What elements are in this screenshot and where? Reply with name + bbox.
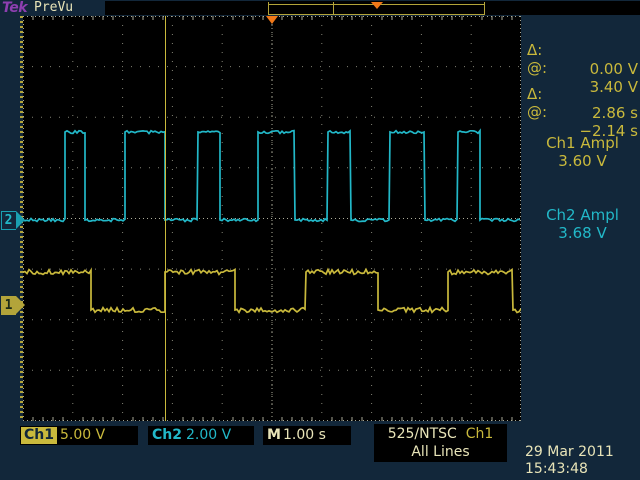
trigger-line-selection: All Lines <box>411 444 470 460</box>
cursor-time-delta-value: 2.86 s <box>592 104 638 122</box>
cursor-voltage-at-row[interactable]: @: 3.40 V <box>525 40 640 96</box>
ch2-ampl-measurement-label[interactable]: Ch2 Ampl <box>546 206 619 224</box>
ch1-ampl-measurement-value: 3.60 V <box>558 152 607 170</box>
ch1-selected-tag[interactable]: Ch1 <box>21 427 57 444</box>
ch1-marker-tip <box>16 296 25 314</box>
ch2-volts-per-div: 2.00 V <box>186 427 232 443</box>
trigger-status-box[interactable]: 525/NTSC Ch1 All Lines <box>374 424 507 462</box>
cursor-time-at-label: @: <box>527 103 548 121</box>
ch1-marker-body <box>1 296 16 315</box>
cursor-time-delta-row[interactable]: Δ: 2.86 s <box>525 66 640 122</box>
tek-logo: Tek <box>2 0 28 16</box>
ch2-ampl-measurement-value: 3.68 V <box>558 224 607 242</box>
acquisition-mode-label: PreVu <box>34 0 74 15</box>
graticule-grid-and-waveforms <box>23 16 521 421</box>
channel-marker-ch2[interactable]: 2 <box>1 211 25 230</box>
ch2-vertical-scale-box[interactable]: Ch2 2.00 V <box>148 426 254 445</box>
ch2-marker-label: 2 <box>4 213 13 228</box>
time-label: 15:43:48 <box>525 461 588 477</box>
ch2-marker-body <box>1 211 16 230</box>
trigger-source: Ch1 <box>465 426 494 442</box>
ch1-vertical-scale-box[interactable]: Ch1 5.00 V <box>20 426 138 445</box>
ch1-marker-label: 1 <box>4 298 13 313</box>
ch2-tag[interactable]: Ch2 <box>152 427 182 443</box>
cursor-voltage-delta-value: 0.00 V <box>589 60 638 78</box>
main-timebase-tag: M <box>267 427 281 443</box>
trigger-standard: 525/NTSC <box>387 426 457 442</box>
cursor-time-at-value: −2.14 s <box>579 122 638 140</box>
waveform-graticule[interactable] <box>23 16 521 421</box>
bottom-status-bar: Ch1 5.00 V Ch2 2.00 V M 1.00 s 525/NTSC … <box>0 424 640 480</box>
cursor-voltage-at-value: 3.40 V <box>589 78 638 96</box>
seconds-per-div: 1.00 s <box>283 427 326 443</box>
date-time-readout: 29 Mar 2011 15:43:48 <box>525 444 640 478</box>
waveform-trace-ch1[interactable] <box>23 267 521 314</box>
ch1-volts-per-div: 5.00 V <box>60 427 106 443</box>
waveform-trace-ch2[interactable] <box>23 128 521 223</box>
trigger-point-triangle-icon[interactable] <box>266 16 278 24</box>
record-window-center-divider <box>333 2 334 15</box>
cursor-voltage-delta-row[interactable]: Δ: 0.00 V <box>525 22 640 78</box>
measurement-readout-panel: Δ: 0.00 V @: 3.40 V Δ: 2.86 s @: −2.14 s… <box>525 16 640 421</box>
record-window-left-edge <box>268 2 269 15</box>
cursor-voltage-delta-label: Δ: <box>527 41 543 59</box>
timebase-box[interactable]: M 1.00 s <box>263 426 351 445</box>
date-label: 29 Mar 2011 <box>525 444 614 460</box>
cursor-voltage-at-label: @: <box>527 59 548 77</box>
trigger-standard-and-source: 525/NTSC Ch1 <box>374 425 507 443</box>
record-window-right-edge <box>484 2 485 15</box>
trigger-position-triangle-icon[interactable] <box>371 2 383 9</box>
ch1-ampl-measurement-label[interactable]: Ch1 Ampl <box>546 134 619 152</box>
record-length-bar[interactable] <box>105 1 640 15</box>
ch2-marker-tip <box>16 211 25 229</box>
top-status-bar: Tek PreVu <box>0 0 640 16</box>
cursor-time-at-row[interactable]: @: −2.14 s <box>525 84 640 140</box>
vertical-cursor-line[interactable] <box>165 16 166 421</box>
cursor-time-delta-label: Δ: <box>527 85 543 103</box>
channel-marker-ch1[interactable]: 1 <box>1 296 25 315</box>
